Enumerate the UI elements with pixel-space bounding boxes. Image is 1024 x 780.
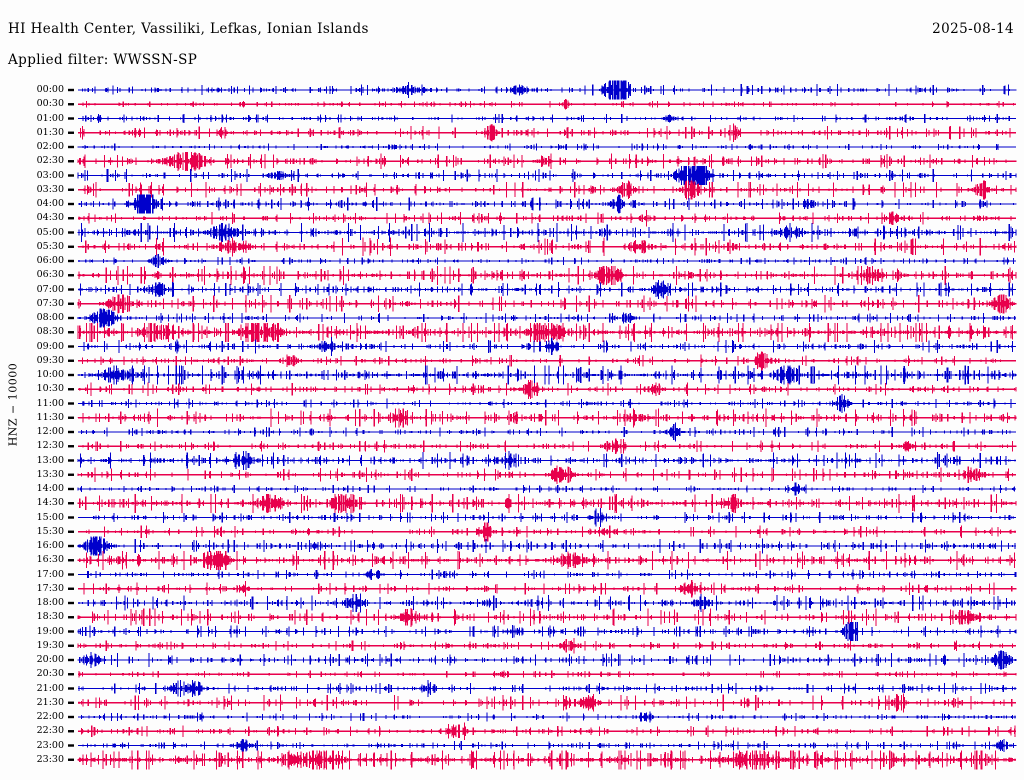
time-tick-label: 06:00: [36, 255, 64, 266]
time-tick-label: 10:30: [36, 383, 64, 395]
page-title: HI Health Center, Vassiliki, Lefkas, Ion…: [8, 21, 369, 37]
trace-svg: [68, 80, 1017, 770]
time-tick-label: 04:00: [36, 198, 64, 209]
time-tick-label: 19:30: [36, 639, 64, 651]
time-tick-label: 23:00: [36, 739, 64, 751]
time-tick-label: 13:30: [36, 468, 64, 480]
time-tick-label: 05:30: [36, 240, 64, 252]
time-tick-label: 00:30: [36, 98, 64, 110]
time-tick-label: 01:00: [36, 112, 64, 124]
time-tick-label: 03:00: [36, 169, 64, 181]
time-tick-label: 16:00: [36, 540, 64, 551]
time-tick-label: 20:30: [36, 668, 64, 680]
time-tick-label: 13:00: [36, 454, 64, 466]
time-tick-label: 23:30: [36, 753, 64, 765]
time-tick-label: 15:30: [36, 525, 64, 537]
time-tick-label: 08:30: [36, 326, 64, 338]
time-axis: 00:00 00:30 01:00 01:30 02:00 02:30 03:00 03:30…: [0, 78, 70, 780]
time-tick-label: 11:30: [36, 411, 64, 423]
time-tick-label: 15:00: [36, 511, 64, 523]
time-tick-label: 21:30: [36, 696, 64, 708]
trace-area: [0, 78, 1024, 780]
time-tick-label: 03:30: [36, 183, 64, 195]
time-tick-label: 11:00: [36, 397, 64, 409]
time-tick-label: 07:00: [36, 283, 64, 295]
applied-filter-label: Applied filter: WWSSN-SP: [8, 52, 198, 68]
time-tick-label: 05:00: [36, 226, 64, 238]
time-tick-label: 01:30: [36, 126, 64, 138]
time-tick-label: 10:00: [36, 369, 64, 380]
time-tick-label: 18:30: [36, 611, 64, 623]
time-tick-label: 04:30: [36, 212, 64, 224]
time-tick-label: 20:00: [36, 654, 64, 665]
time-tick-label: 14:30: [36, 497, 64, 509]
time-tick-label: 18:00: [36, 597, 64, 608]
time-tick-label: 09:00: [36, 340, 64, 352]
header: HI Health Center, Vassiliki, Lefkas, Ion…: [0, 0, 1024, 78]
record-date: 2025-08-14: [932, 21, 1014, 37]
time-tick-label: 22:00: [36, 711, 64, 722]
time-tick-label: 02:30: [36, 155, 64, 167]
time-tick-label: 12:00: [36, 426, 64, 437]
time-tick-label: 07:30: [36, 297, 64, 309]
time-tick-label: 21:00: [36, 682, 64, 694]
time-tick-label: 06:30: [36, 269, 64, 281]
time-tick-label: 22:30: [36, 725, 64, 737]
time-tick-label: 17:00: [36, 568, 64, 580]
helicorder-plot: 00:00 00:30 01:00 01:30 02:00 02:30 03:00 03:30…: [0, 78, 1024, 780]
time-tick-label: 17:30: [36, 582, 64, 594]
time-tick-label: 16:30: [36, 554, 64, 566]
time-tick-label: 09:30: [36, 354, 64, 366]
time-tick-label: 12:30: [36, 440, 64, 452]
time-tick-label: 19:00: [36, 625, 64, 637]
time-tick-label: 08:00: [36, 312, 64, 323]
time-tick-label: 14:00: [36, 483, 64, 494]
time-tick-label: 00:00: [36, 84, 64, 95]
time-tick-label: 02:00: [36, 141, 64, 152]
